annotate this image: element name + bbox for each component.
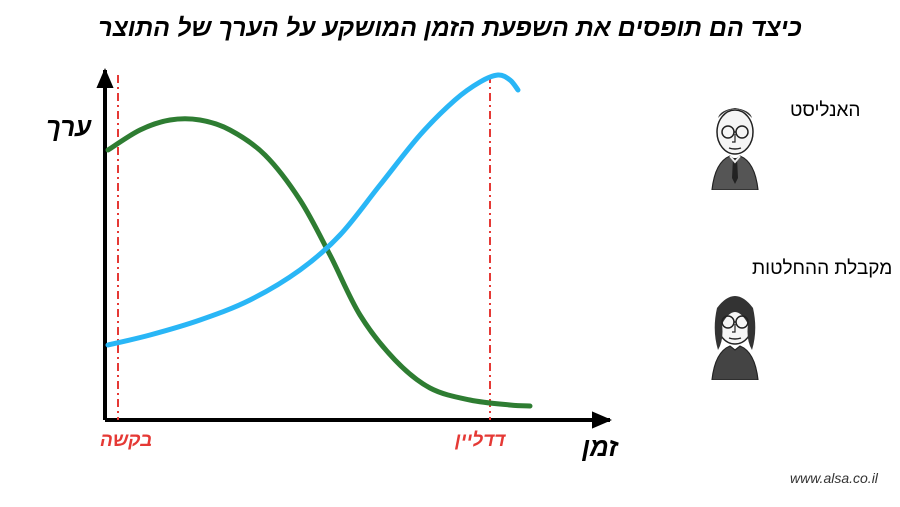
legend-decision-maker-label: מקבלת ההחלטות (752, 258, 892, 280)
portrait-decision-maker (700, 290, 770, 380)
portrait-analyst (700, 100, 770, 190)
marker-label-deadline: דדליין (455, 430, 505, 452)
legend-analyst-label: האנליסט (790, 100, 860, 122)
marker-label-request: בקשה (100, 430, 152, 452)
watermark: www.alsa.co.il (790, 470, 878, 486)
y-axis-label: ערך (46, 112, 91, 143)
x-axis-label: זמן (582, 432, 618, 463)
chart-canvas: כיצד הם תופסים את השפעת הזמן המושקע על ה… (0, 0, 900, 507)
